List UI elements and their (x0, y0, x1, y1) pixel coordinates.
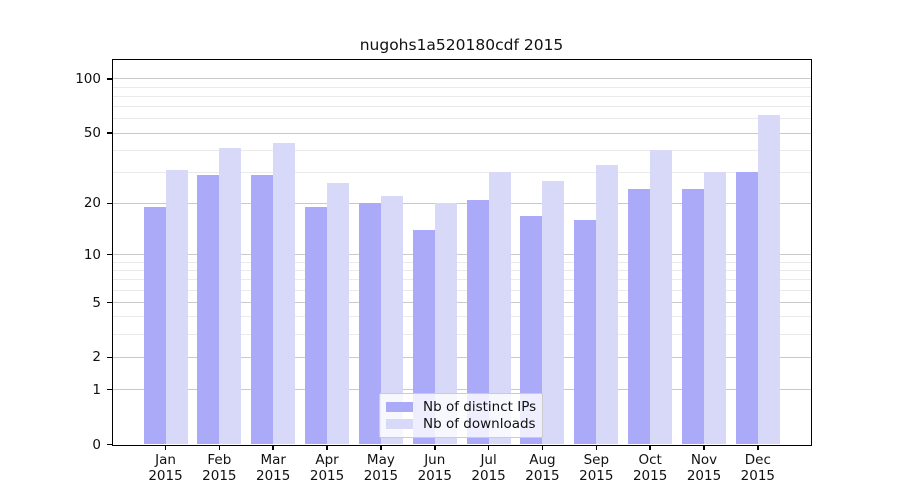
y-gridline-minor (112, 106, 811, 108)
y-gridline-minor (112, 279, 811, 281)
y-axis-tick (106, 443, 112, 446)
y-gridline-minor (112, 149, 811, 151)
x-axis-tick (326, 445, 328, 450)
chart-title: nugohs1a520180cdf 2015 (359, 36, 564, 54)
y-axis-tick-label: 20 (83, 195, 101, 212)
x-axis-tick-label: Sep 2015 (579, 452, 614, 484)
y-gridline-minor (112, 171, 811, 173)
x-axis-tick (487, 445, 490, 450)
x-axis-tick (380, 445, 382, 450)
bar-downloads-jul (488, 172, 511, 445)
y-axis-tick-label: 100 (75, 70, 101, 87)
y-gridline-minor (112, 261, 811, 263)
y-axis-tick-label: 10 (83, 246, 101, 263)
x-axis-tick (757, 445, 759, 450)
x-axis-tick-label: Feb 2015 (202, 452, 237, 484)
y-gridline-minor (112, 289, 811, 291)
x-axis-tick (649, 445, 651, 450)
y-axis-tick-label: 0 (92, 436, 101, 453)
legend-swatch-distinct-ips (386, 401, 413, 412)
bar-ips-dec (735, 172, 758, 445)
x-axis-tick (218, 445, 221, 450)
y-axis-tick (106, 78, 112, 80)
bar-ips-feb (197, 175, 220, 445)
bar-ips-jan (143, 207, 166, 445)
bar-downloads-dec (757, 115, 780, 445)
y-gridline-major (112, 356, 811, 358)
x-axis-tick-label: Dec 2015 (740, 452, 776, 484)
x-axis-tick-label: Jun 2015 (417, 452, 452, 484)
x-axis-tick-label: May 2015 (363, 452, 399, 484)
x-axis-tick (703, 445, 705, 450)
legend-item-distinct-ips: Nb of distinct IPs (386, 398, 536, 416)
y-axis-tick-label: 50 (83, 125, 101, 142)
bar-downloads-jan (165, 169, 188, 445)
bar-downloads-feb (219, 148, 242, 445)
bar-downloads-may (380, 196, 403, 445)
x-axis-tick-label: Jul 2015 (471, 452, 506, 484)
y-gridline-minor (112, 86, 811, 88)
legend-label-distinct-ips: Nb of distinct IPs (423, 398, 537, 415)
y-axis-tick (106, 301, 112, 304)
legend-swatch-downloads (386, 419, 413, 430)
bar-downloads-nov (704, 172, 726, 445)
y-gridline-major (112, 302, 811, 304)
y-axis-tick-label: 5 (92, 294, 101, 311)
bar-ips-sep (574, 220, 597, 445)
x-axis-tick-label: Oct 2015 (632, 452, 668, 484)
legend-label-downloads: Nb of downloads (423, 416, 536, 433)
bar-ips-apr (305, 207, 328, 445)
x-axis-tick-label: Apr 2015 (309, 452, 345, 484)
x-axis-tick (434, 445, 436, 450)
y-axis-tick-label: 1 (92, 381, 101, 398)
y-axis-tick (106, 202, 112, 205)
bar-downloads-apr (327, 183, 350, 445)
y-gridline-minor (112, 334, 811, 336)
y-gridline-major (112, 132, 811, 134)
bar-ips-may (358, 203, 381, 445)
y-axis-tick (106, 132, 112, 134)
y-axis-tick (106, 388, 112, 391)
y-gridline-minor (112, 316, 811, 318)
legend-item-downloads: Nb of downloads (386, 416, 536, 434)
y-gridline-minor (112, 118, 811, 120)
y-gridline-major (112, 202, 811, 204)
x-axis-tick-label: Nov 2015 (686, 452, 722, 484)
bar-ips-jul (466, 199, 489, 445)
bar-ips-jun (412, 229, 435, 445)
y-axis-tick (106, 356, 112, 359)
bar-ips-oct (628, 189, 651, 445)
bar-downloads-oct (650, 150, 673, 445)
x-axis-tick (272, 445, 274, 450)
y-gridline-major (112, 78, 811, 80)
bar-ips-aug (520, 215, 543, 445)
legend: Nb of distinct IPs Nb of downloads (379, 392, 543, 438)
y-axis-tick-label: 2 (92, 349, 101, 366)
bar-downloads-jun (434, 203, 457, 445)
bar-downloads-aug (542, 180, 565, 445)
x-axis-tick (595, 445, 598, 450)
bar-ips-mar (251, 175, 274, 445)
y-gridline-major (112, 254, 811, 256)
x-axis-tick-label: Jan 2015 (148, 452, 183, 484)
y-gridline-major (112, 389, 811, 391)
bar-downloads-mar (273, 142, 296, 445)
x-axis-tick-label: Aug 2015 (525, 452, 560, 484)
y-gridline-minor (112, 269, 811, 271)
y-gridline-minor (112, 95, 811, 97)
y-axis-tick (106, 253, 112, 256)
bar-ips-nov (682, 189, 704, 445)
plot-area (112, 59, 811, 445)
x-axis-tick (541, 445, 544, 450)
x-axis-tick (164, 445, 167, 450)
bar-downloads-sep (596, 165, 619, 445)
x-axis-tick-label: Mar 2015 (256, 452, 291, 484)
